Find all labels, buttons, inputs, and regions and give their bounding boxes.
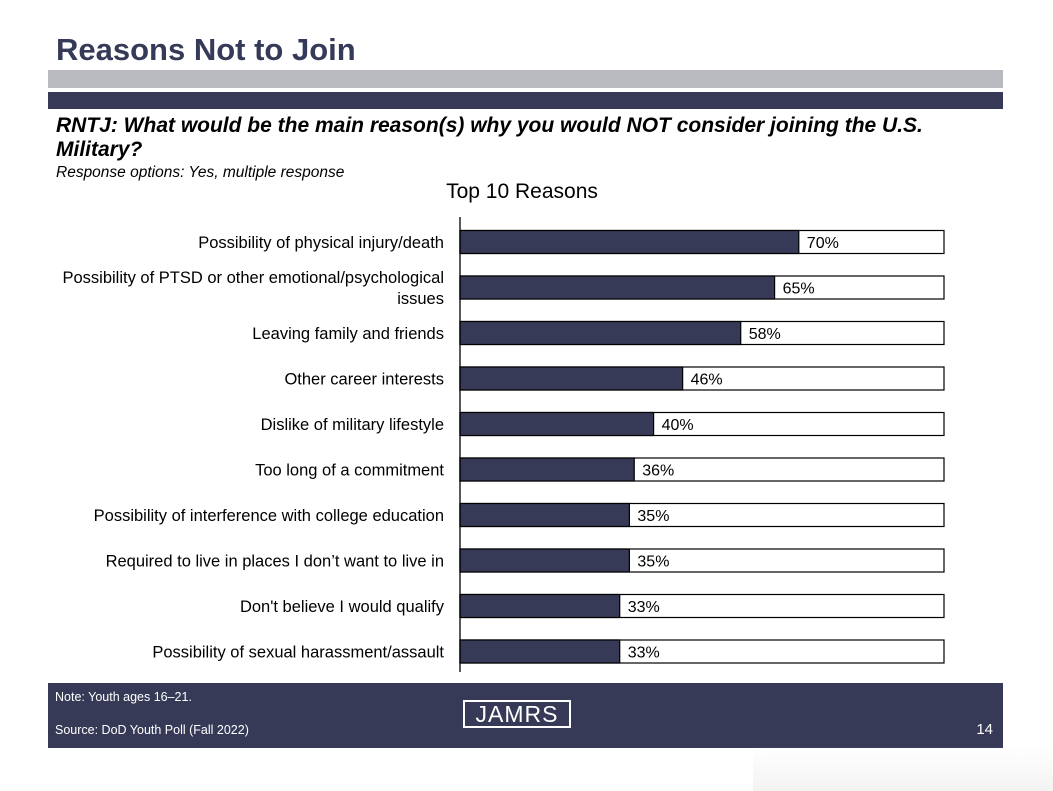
- category-label: Other career interests: [284, 371, 444, 389]
- footer-note: Note: Youth ages 16–21.: [55, 690, 192, 704]
- header-band-navy: [48, 92, 1003, 109]
- category-label: Too long of a commitment: [255, 462, 444, 480]
- category-label: Possibility of physical injury/death: [198, 234, 444, 252]
- jamrs-logo: JAMRS: [463, 700, 571, 728]
- page-number: 14: [976, 721, 993, 738]
- slide-title: Reasons Not to Join: [56, 32, 356, 67]
- bar-value-label: 33%: [628, 645, 660, 662]
- bar: [459, 502, 630, 528]
- bar-value-label: 35%: [637, 554, 669, 571]
- bar: [459, 275, 776, 300]
- bar-value-label: 40%: [662, 417, 694, 434]
- header-band-gray: [48, 70, 1003, 88]
- bar-value-label: 65%: [783, 281, 815, 298]
- category-label: Required to live in places I don’t want …: [106, 553, 444, 571]
- footer-source: Source: DoD Youth Poll (Fall 2022): [55, 723, 249, 737]
- chart-title: Top 10 Reasons: [446, 180, 598, 203]
- response-options-note: Response options: Yes, multiple response: [56, 164, 345, 181]
- category-label: Leaving family and friends: [252, 325, 444, 343]
- bar: [459, 457, 635, 482]
- bar-value-label: 36%: [642, 463, 674, 480]
- category-label: issues: [397, 290, 444, 308]
- bar: [459, 548, 630, 573]
- bar-chart: 70% Possibility of physical injury/death 6…: [62, 217, 945, 672]
- bar-value-label: 35%: [637, 508, 669, 525]
- bar-value-label: 33%: [628, 599, 660, 616]
- category-label: Possibility of interference with college…: [94, 507, 444, 525]
- footer-bar: Note: Youth ages 16–21. Source: DoD Yout…: [48, 683, 1003, 748]
- category-label: Don't believe I would qualify: [240, 598, 445, 616]
- category-label: Possibility of sexual harassment/assault: [152, 644, 444, 662]
- bar-value-label: 58%: [749, 326, 781, 343]
- bar: [459, 366, 684, 391]
- bar: [459, 320, 742, 346]
- bar: [459, 229, 800, 255]
- page-curl-shadow: [753, 746, 1053, 791]
- category-label: Possibility of PTSD or other emotional/p…: [62, 269, 444, 287]
- bar: [459, 639, 621, 664]
- survey-question: RNTJ: What would be the main reason(s) w…: [56, 114, 923, 161]
- bar-value-label: 70%: [807, 235, 839, 252]
- bar: [459, 411, 655, 437]
- bar-value-label: 46%: [691, 372, 723, 389]
- bar: [459, 593, 621, 619]
- category-label: Dislike of military lifestyle: [261, 416, 444, 434]
